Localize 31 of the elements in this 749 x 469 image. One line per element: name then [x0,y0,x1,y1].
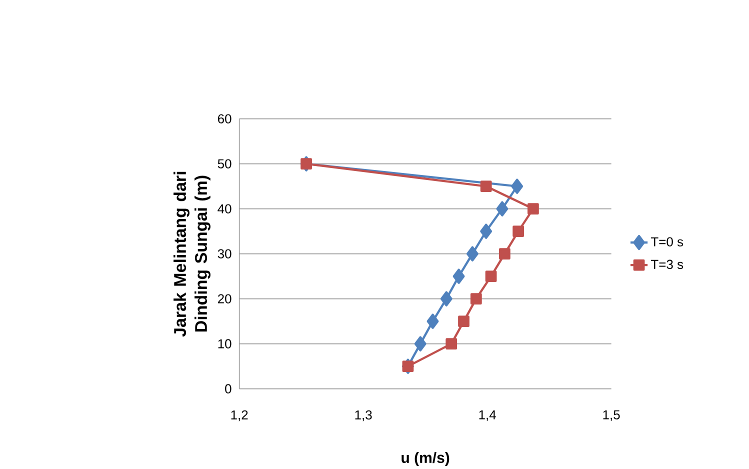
x-tick-label: 1,2 [231,410,248,421]
x-tick-label: 1,3 [355,410,372,421]
point [485,270,497,282]
point [511,178,524,194]
point [426,314,439,329]
point [480,224,492,239]
legend-label: T=0 s [650,237,684,246]
point [512,225,524,237]
point [446,338,458,350]
point [496,201,508,216]
y-tick-label: 30 [218,249,232,258]
x-axis-title: u (m/s) [402,452,450,466]
point [470,292,482,304]
x-tick-label: 1,4 [479,410,496,421]
y-tick-label: 40 [218,204,232,214]
point [480,180,492,192]
x-tick-label: 1,5 [603,410,620,421]
y-tick-label: 0 [225,384,232,394]
y-tick-label: 20 [218,294,232,304]
y-tick-label: 50 [218,159,232,168]
point [528,202,539,214]
legend-label: T=3 s [650,260,684,269]
y-axis-title: Jarak Melintang dari Dinding Sungai (m) [174,172,210,337]
point [452,268,465,284]
point [498,248,510,260]
point [440,291,452,306]
y-tick-label: 60 [218,114,232,124]
point [414,336,426,352]
y-tick-label: 10 [218,339,232,348]
point [458,315,470,327]
point [466,246,478,262]
